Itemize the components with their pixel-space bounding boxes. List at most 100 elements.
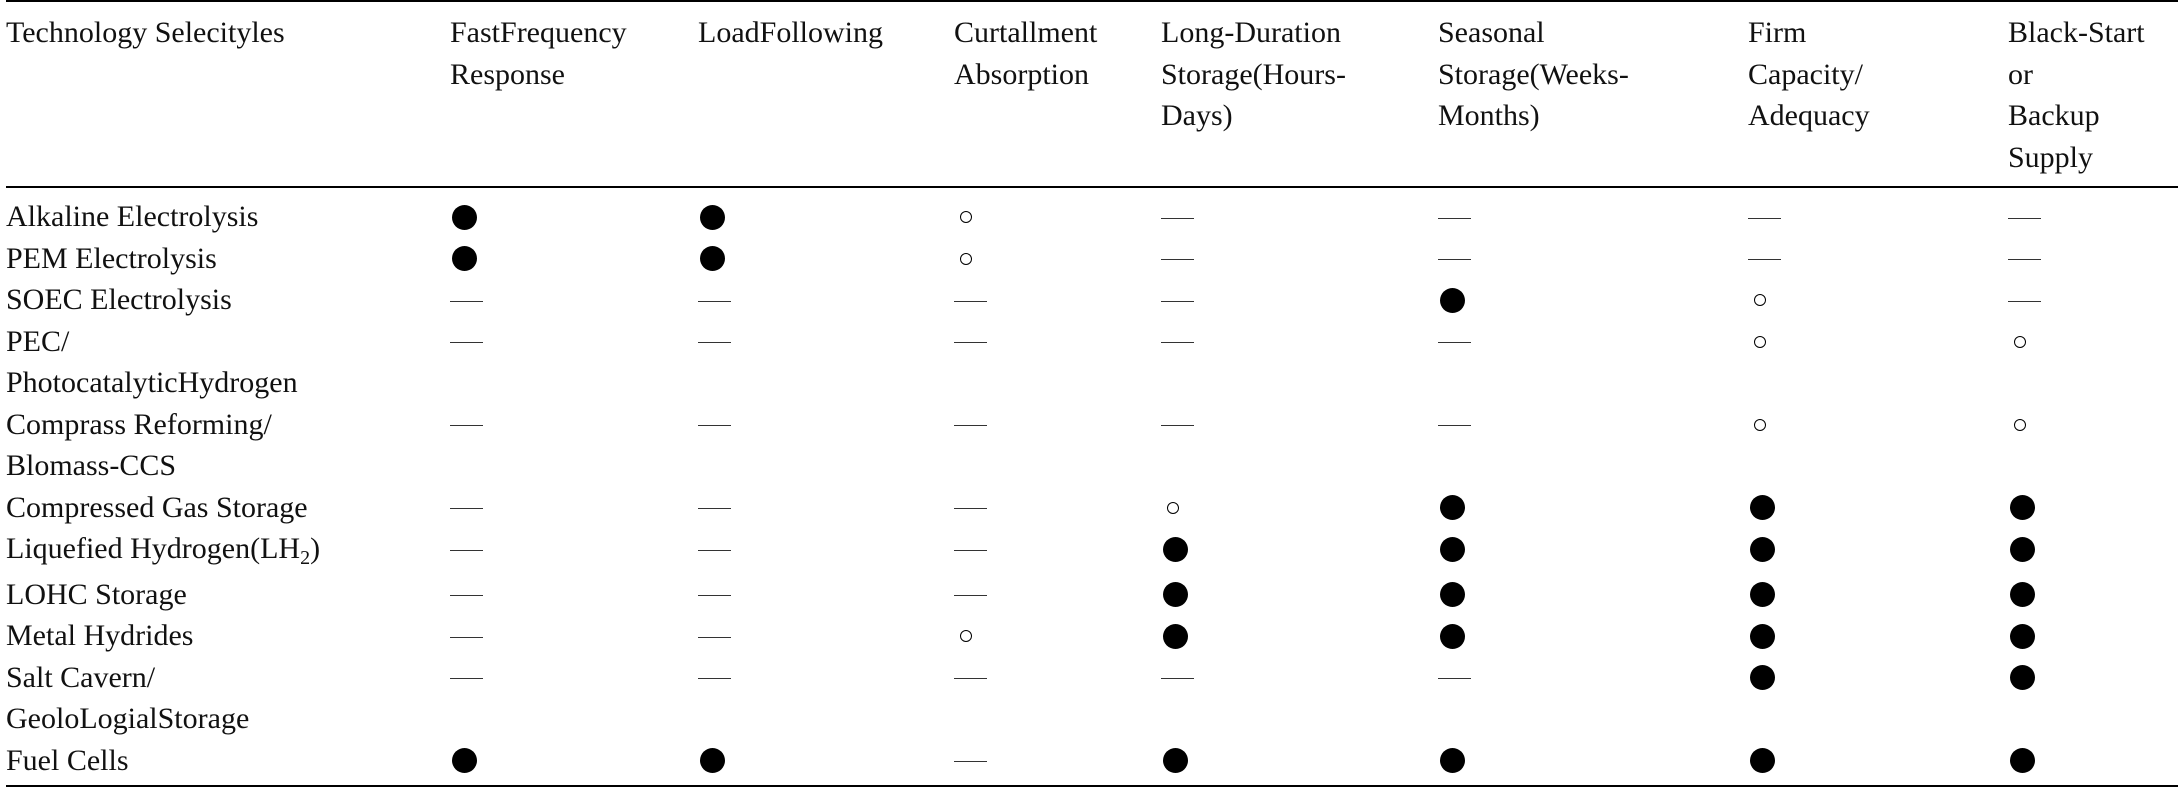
table-row: Alkaline Electrolysis xyxy=(6,187,2178,238)
filled-circle-icon xyxy=(1750,495,1775,521)
header-row: Technology Selecityles FastFrequency Respo… xyxy=(6,1,2178,187)
rating-cell xyxy=(1161,657,1438,740)
table-row: Compressed Gas Storage xyxy=(6,487,2178,529)
filled-circle-icon xyxy=(2010,748,2035,774)
dash-icon xyxy=(1161,678,1194,680)
rating-cell xyxy=(1748,321,2008,404)
column-header: Technology Selecityles xyxy=(6,1,450,187)
filled-circle-icon xyxy=(1750,623,1775,649)
rating-cell xyxy=(954,487,1161,529)
rating-cell xyxy=(698,740,954,787)
rating-cell xyxy=(2008,615,2178,657)
rating-cell xyxy=(954,279,1161,321)
dash-icon xyxy=(1438,342,1471,344)
technology-label-text: Salt Cavern/ xyxy=(6,660,156,694)
technology-label-text: SOEC Electrolysis xyxy=(6,283,232,316)
dash-icon xyxy=(698,595,731,597)
dash-icon xyxy=(698,342,731,344)
rating-cell xyxy=(450,740,698,787)
open-circle-icon xyxy=(2014,418,2026,431)
filled-circle-icon xyxy=(2010,536,2035,562)
rating-cell xyxy=(954,321,1161,404)
open-circle-icon xyxy=(2014,335,2026,348)
filled-circle-icon xyxy=(1440,287,1465,313)
dash-icon xyxy=(1161,259,1194,261)
technology-label-text: PEC/ xyxy=(6,324,70,358)
rating-cell xyxy=(1161,187,1438,238)
dash-icon xyxy=(954,300,987,302)
rating-cell xyxy=(1748,487,2008,529)
filled-circle-icon xyxy=(1750,582,1775,608)
technology-label: Alkaline Electrolysis xyxy=(6,187,450,238)
column-header-line: Absorption xyxy=(954,57,1089,91)
technology-label-line: LOHC Storage xyxy=(6,574,450,616)
rating-cell xyxy=(954,187,1161,238)
filled-circle-icon xyxy=(1750,536,1775,562)
rating-cell xyxy=(1438,238,1748,280)
filled-circle-icon xyxy=(1440,748,1465,774)
technology-label: Metal Hydrides xyxy=(6,615,450,657)
open-circle-icon xyxy=(1754,418,1766,431)
dash-icon xyxy=(2008,300,2041,302)
rating-cell xyxy=(2008,404,2178,487)
technology-label: Liquefied Hydrogen(LH2) xyxy=(6,528,450,574)
rating-cell xyxy=(1438,615,1748,657)
rating-cell xyxy=(1748,404,2008,487)
rating-cell xyxy=(1438,528,1748,574)
rating-cell xyxy=(1748,740,2008,787)
dash-icon xyxy=(954,678,987,680)
filled-circle-icon xyxy=(1750,665,1775,691)
filled-circle-icon xyxy=(1440,582,1465,608)
column-header-line: Backup xyxy=(2008,99,2100,132)
technology-label-text: LOHC Storage xyxy=(6,577,187,611)
column-header-line: Storage(Hours- xyxy=(1161,57,1346,91)
dash-icon xyxy=(450,425,483,427)
column-header-line: Response xyxy=(450,57,565,91)
technology-label: PEC/PhotocatalyticHydrogen xyxy=(6,321,450,404)
technology-label: SOEC Electrolysis xyxy=(6,279,450,321)
technology-label-line: PEC/ xyxy=(6,321,450,363)
filled-circle-icon xyxy=(2010,582,2035,608)
table-row: Salt Cavern/GeoloLogialStorage xyxy=(6,657,2178,740)
rating-cell xyxy=(954,657,1161,740)
column-header-line: Supply xyxy=(2008,140,2094,174)
rating-cell xyxy=(1161,740,1438,787)
technology-label-line: Liquefied Hydrogen(LH2) xyxy=(6,528,450,574)
technology-label-line: Metal Hydrides xyxy=(6,615,450,657)
technology-label-suffix: ) xyxy=(310,532,321,565)
rating-cell xyxy=(1438,404,1748,487)
dash-icon xyxy=(1438,259,1471,261)
table-body: Alkaline Electrolysis PEM Electrolysis SOE… xyxy=(6,187,2178,786)
technology-label-line: SOEC Electrolysis xyxy=(6,279,450,321)
column-header-line: Technology Selecityles xyxy=(6,16,285,49)
rating-cell xyxy=(450,487,698,529)
technology-label-line: Alkaline Electrolysis xyxy=(6,196,450,238)
filled-circle-icon xyxy=(452,748,477,774)
technology-label: PEM Electrolysis xyxy=(6,238,450,280)
rating-cell xyxy=(450,238,698,280)
dash-icon xyxy=(1438,425,1471,427)
technology-label-text: Alkaline Electrolysis xyxy=(6,200,259,233)
rating-cell xyxy=(1748,279,2008,321)
table-row: Fuel Cells xyxy=(6,740,2178,787)
filled-circle-icon xyxy=(452,246,477,272)
rating-cell xyxy=(450,404,698,487)
table-row: PEC/PhotocatalyticHydrogen xyxy=(6,321,2178,404)
rating-cell xyxy=(1748,238,2008,280)
capability-table: Technology Selecityles FastFrequency Respo… xyxy=(6,0,2178,787)
technology-label: Fuel Cells xyxy=(6,740,450,787)
dash-icon xyxy=(698,425,731,427)
dash-icon xyxy=(954,425,987,427)
rating-cell xyxy=(698,615,954,657)
filled-circle-icon xyxy=(452,204,477,230)
rating-cell xyxy=(2008,321,2178,404)
column-header-line: Curtallment xyxy=(954,16,1098,49)
technology-label-text: Metal Hydrides xyxy=(6,619,194,652)
filled-circle-icon xyxy=(700,204,725,230)
rating-cell xyxy=(698,487,954,529)
rating-cell xyxy=(1161,487,1438,529)
dash-icon xyxy=(1161,342,1194,344)
dash-icon xyxy=(450,678,483,680)
rating-cell xyxy=(698,657,954,740)
open-circle-icon xyxy=(1754,294,1766,307)
